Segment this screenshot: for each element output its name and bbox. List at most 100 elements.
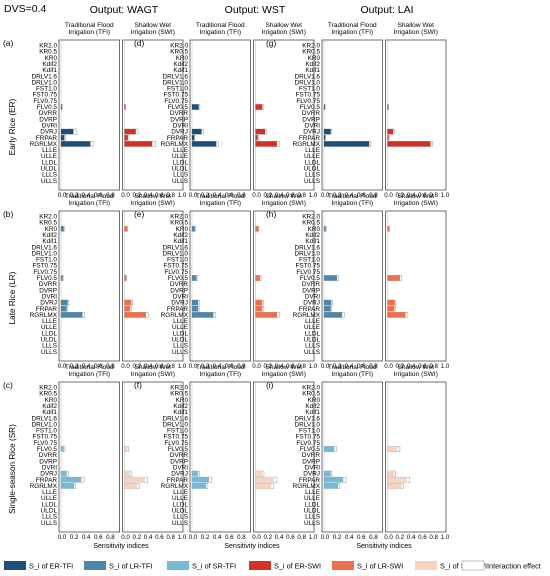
- parameter-label: DRLV1.0: [295, 250, 321, 257]
- parameter-label: DVRR: [302, 110, 320, 117]
- panel-label: (f): [134, 380, 142, 390]
- legend-swatch: [332, 561, 354, 570]
- panel-subtitle: Traditional Flood: [65, 193, 114, 200]
- x-tick-label: 0.6: [225, 192, 234, 199]
- parameter-label: ULLE: [41, 495, 57, 502]
- parameter-label: KR2.0: [302, 385, 320, 392]
- swi-axis-box: [253, 39, 315, 191]
- parameter-label: LLLS: [305, 514, 320, 521]
- parameter-label: DRLV1.6: [32, 415, 58, 422]
- parameter-label: RGRLMX: [161, 483, 189, 490]
- x-tick-label: 0.4: [345, 363, 354, 370]
- parameter-label: FST0.75: [163, 263, 188, 270]
- x-tick-label: 0.2: [395, 363, 404, 370]
- x-tick-label: 0.8: [106, 192, 115, 199]
- parameter-label: FST1.0: [36, 428, 57, 435]
- x-tick-label: 1.0: [309, 192, 318, 199]
- parameter-label: LLDL: [42, 330, 58, 337]
- tfi-si-bar-DVRJ: [61, 300, 68, 306]
- parameter-label: Kdif1: [305, 67, 320, 74]
- swi-si-bar-FLV0.5: [387, 446, 398, 452]
- x-tick-label: 0.6: [155, 192, 164, 199]
- parameter-label: FLV0.75: [33, 269, 57, 276]
- parameter-label: FLV0.5: [168, 104, 189, 111]
- x-tick-label: 0.0: [121, 192, 130, 199]
- parameter-label: FST1.0: [299, 86, 320, 93]
- x-tick-label: 0.2: [132, 534, 141, 541]
- legend-label: S_i of LR-SWI: [357, 562, 403, 571]
- swi-si-bar-KR0: [255, 226, 259, 232]
- tfi-si-bar-FLV0.5: [324, 104, 325, 110]
- parameter-label: FRPAR: [36, 135, 58, 142]
- figure-header: DVS=0.4 Output: WAGT Output: WST Output:…: [4, 3, 414, 16]
- panel-subtitle: Shallow Wet: [134, 193, 171, 200]
- x-tick-label: 0.0: [252, 363, 261, 370]
- parameter-label: KR2.0: [302, 43, 320, 50]
- parameter-label: FST0.75: [32, 92, 57, 99]
- panel-label: (c): [3, 380, 13, 390]
- parameter-label: ULLS: [304, 178, 320, 185]
- x-tick-label: 0.8: [106, 363, 115, 370]
- parameter-label: DRLV1.6: [295, 244, 321, 251]
- parameter-label: DVRJ: [40, 471, 57, 478]
- x-axis-label: Sensitivity indices: [93, 543, 149, 550]
- parameter-label: RGRLMX: [161, 312, 189, 319]
- swi-si-bar-FLV0.5: [387, 275, 400, 281]
- parameter-label: RGRLMX: [293, 312, 321, 319]
- parameter-label: FST0.75: [295, 263, 320, 270]
- tfi-si-bar-RGRLMX: [192, 141, 217, 147]
- parameter-label: LLDL: [305, 330, 321, 337]
- x-tick-label: 0.0: [384, 534, 393, 541]
- parameter-label: DVRI: [42, 293, 57, 300]
- parameter-label: Kdif1: [305, 238, 320, 245]
- panel-subtitle: Irrigation (TFI): [199, 29, 241, 36]
- legend-swatch: [461, 560, 485, 571]
- x-tick-label: 0.8: [297, 192, 306, 199]
- parameter-label: DVRR: [39, 110, 57, 117]
- parameter-label: DVRI: [173, 464, 188, 471]
- parameter-label: KR0.5: [302, 49, 320, 56]
- panel-subtitle: Irrigation (SWI): [394, 200, 438, 207]
- x-tick-label: 0.8: [297, 534, 306, 541]
- parameter-label: LLLS: [173, 343, 188, 350]
- swi-si-bar-DVRJ: [124, 471, 131, 477]
- parameter-label: Kdif2: [42, 403, 57, 410]
- panel-label: (g): [266, 38, 276, 48]
- parameter-label: KR2.0: [170, 385, 188, 392]
- parameter-label: FLV0.5: [300, 275, 321, 282]
- x-tick-label: 0.0: [121, 363, 130, 370]
- tfi-si-bar-DVRJ: [192, 300, 199, 306]
- parameter-label: DVRP: [302, 287, 320, 294]
- x-tick-label: 0.2: [132, 192, 141, 199]
- x-tick-label: 0.8: [429, 192, 438, 199]
- parameter-label: FST1.0: [36, 257, 57, 264]
- x-tick-label: 0.4: [213, 192, 222, 199]
- tfi-si-bar-FRPAR: [324, 477, 344, 483]
- legend-item: S_i of ER-TFI: [4, 561, 73, 571]
- parameter-label: DVRP: [302, 458, 320, 465]
- x-tick-label: 0.4: [407, 192, 416, 199]
- panel-subtitle: Irrigation (TFI): [331, 29, 373, 36]
- x-tick-label: 0.2: [70, 534, 79, 541]
- tfi-si-bar-FRPAR: [192, 306, 199, 312]
- swi-si-bar-RGRLMX: [255, 141, 277, 147]
- panel-subtitle: Shallow Wet: [397, 22, 434, 29]
- legend-item: S_i of LR-TFI: [84, 561, 152, 571]
- parameter-label: LLDL: [173, 159, 189, 166]
- swi-si-bar-RGRLMX: [387, 312, 406, 318]
- swi-si-bar-RGRLMX: [387, 483, 402, 489]
- x-tick-label: 0.4: [275, 192, 284, 199]
- panel-subtitle: Shallow Wet: [265, 364, 302, 371]
- x-tick-label: 0.0: [321, 363, 330, 370]
- parameter-label: LLDL: [305, 159, 321, 166]
- tfi-axis-box: [321, 210, 383, 362]
- swi-si-bar-DVRJ: [255, 300, 263, 306]
- swi-si-bar-RGRLMX: [124, 141, 153, 147]
- parameter-label: LLLE: [305, 489, 320, 496]
- parameter-label: DRLV1.0: [163, 250, 189, 257]
- panel-label: (d): [134, 38, 144, 48]
- parameter-label: FST0.75: [32, 434, 57, 441]
- x-tick-label: 1.0: [441, 534, 450, 541]
